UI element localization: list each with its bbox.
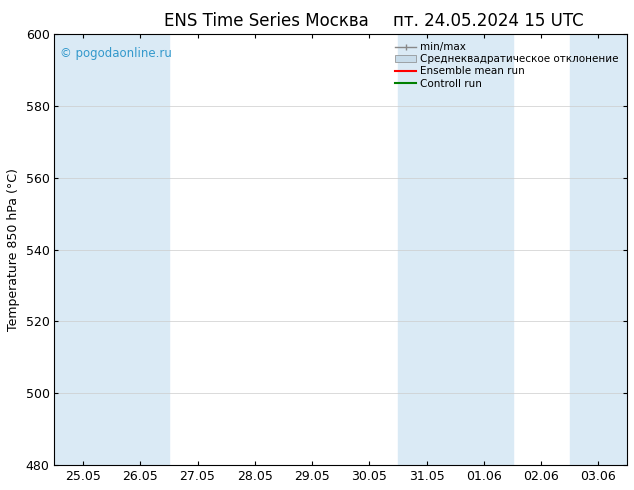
Bar	[570, 34, 627, 465]
Text: © pogodaonline.ru: © pogodaonline.ru	[60, 47, 172, 60]
Y-axis label: Temperature 850 hPa (°C): Temperature 850 hPa (°C)	[7, 168, 20, 331]
Bar	[112, 34, 169, 465]
Bar	[398, 34, 455, 465]
Text: пт. 24.05.2024 15 UTC: пт. 24.05.2024 15 UTC	[393, 12, 583, 30]
Text: ENS Time Series Москва: ENS Time Series Москва	[164, 12, 368, 30]
Bar	[55, 34, 112, 465]
Bar	[455, 34, 512, 465]
Legend: min/max, Среднеквадратическое отклонение, Ensemble mean run, Controll run: min/max, Среднеквадратическое отклонение…	[392, 39, 622, 92]
